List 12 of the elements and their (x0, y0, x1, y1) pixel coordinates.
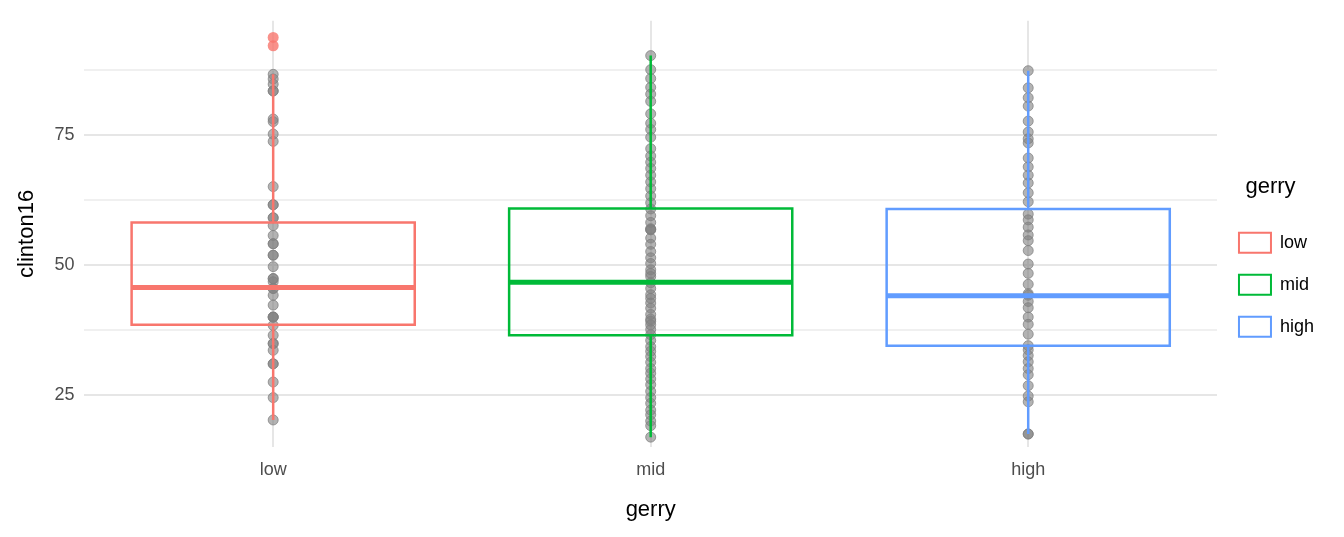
x-tick-label: low (259, 458, 288, 479)
y-axis-title: clinton16 (13, 189, 39, 278)
legend-label: mid (1279, 273, 1309, 294)
legend-label: low (1279, 231, 1308, 252)
x-axis-title: gerry (1245, 173, 1296, 199)
x-tick-label: mid (636, 458, 666, 479)
y-tick-label: 75 (54, 124, 75, 145)
x-tick-label: high (1011, 458, 1046, 479)
y-tick-label: 50 (54, 254, 75, 275)
legend-title: gerry (625, 495, 676, 521)
legend-label: high (1279, 315, 1314, 336)
y-tick-label: 25 (54, 383, 75, 404)
